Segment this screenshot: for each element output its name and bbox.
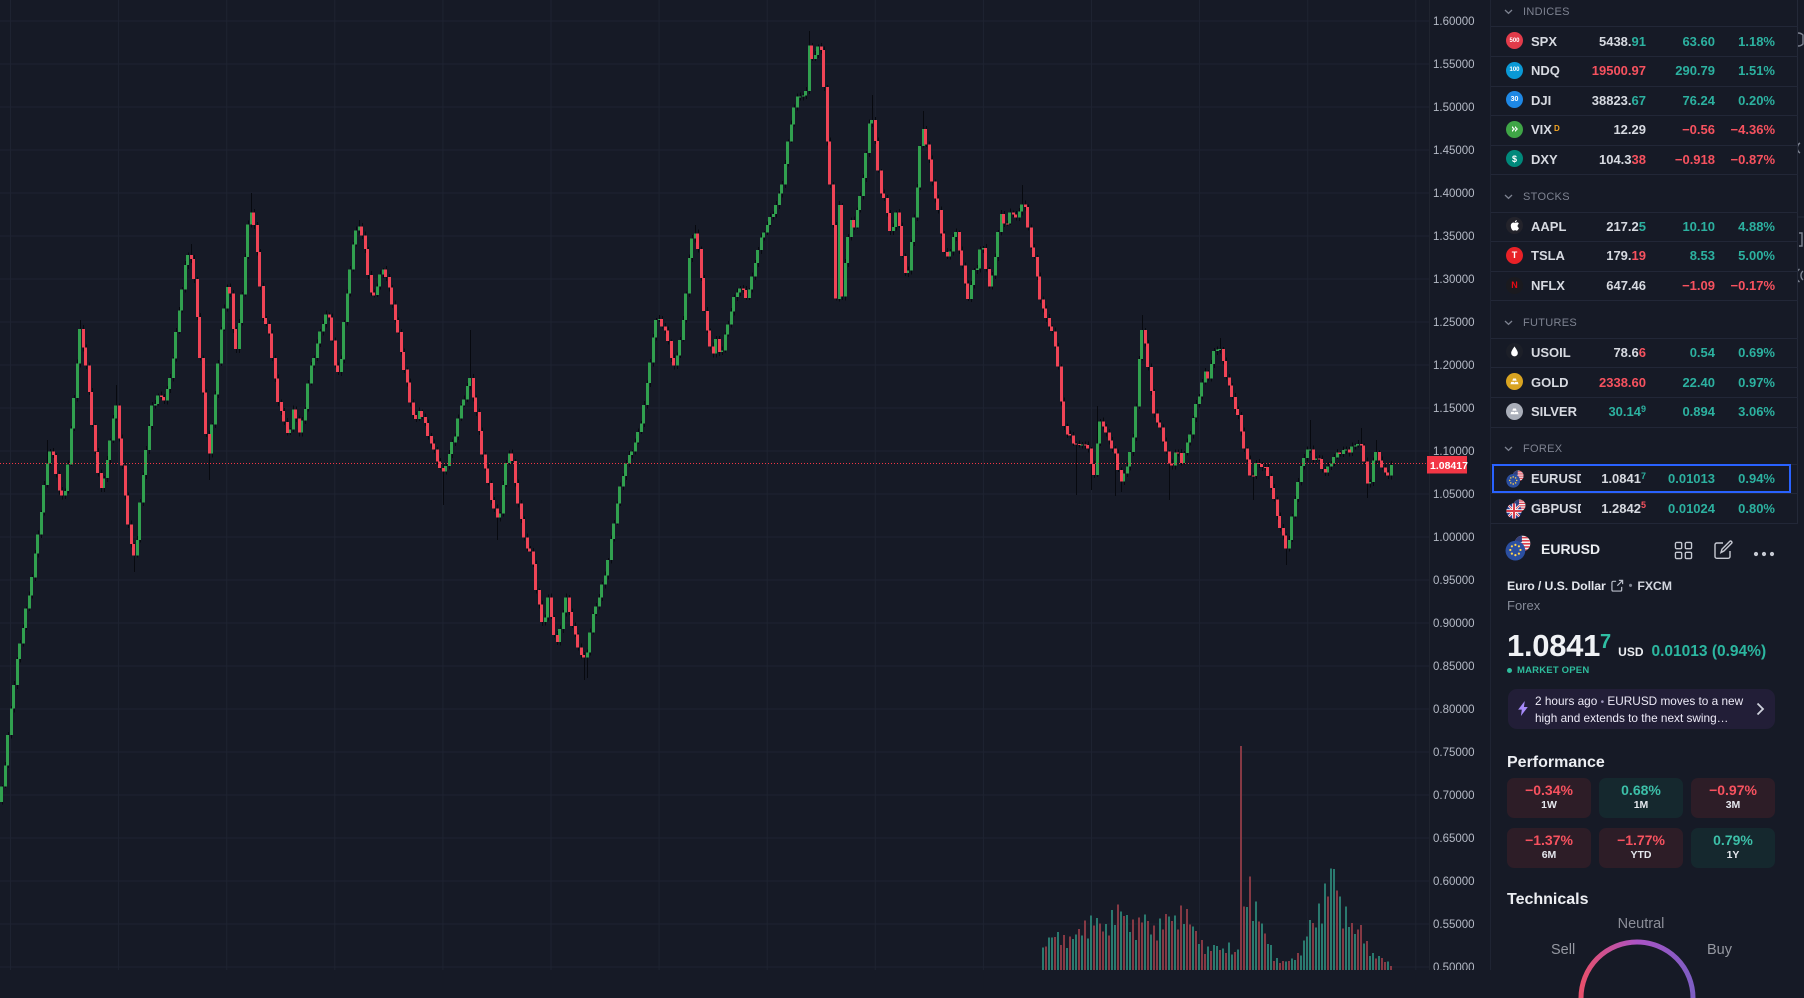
svg-text:1.20000: 1.20000 [1433,360,1475,372]
svg-text:0.60000: 0.60000 [1433,876,1475,888]
svg-text:1.30000: 1.30000 [1433,274,1475,286]
svg-text:0.85000: 0.85000 [1433,661,1475,673]
svg-text:0.95000: 0.95000 [1433,575,1475,587]
svg-text:1.35000: 1.35000 [1433,231,1475,243]
svg-text:1.05000: 1.05000 [1433,489,1475,501]
svg-text:0.75000: 0.75000 [1433,747,1475,759]
svg-text:1.45000: 1.45000 [1433,145,1475,157]
svg-text:1.15000: 1.15000 [1433,403,1475,415]
svg-text:0.70000: 0.70000 [1433,790,1475,802]
svg-text:1.25000: 1.25000 [1433,317,1475,329]
svg-text:1.40000: 1.40000 [1433,188,1475,200]
svg-text:1.00000: 1.00000 [1433,532,1475,544]
svg-text:0.90000: 0.90000 [1433,618,1475,630]
svg-text:0.55000: 0.55000 [1433,919,1475,931]
svg-text:1.10000: 1.10000 [1433,446,1475,458]
svg-text:0.65000: 0.65000 [1433,833,1475,845]
svg-text:0.80000: 0.80000 [1433,704,1475,716]
svg-text:0.50000: 0.50000 [1433,962,1475,970]
svg-text:1.55000: 1.55000 [1433,59,1475,71]
svg-text:1.50000: 1.50000 [1433,102,1475,114]
svg-text:1.60000: 1.60000 [1433,16,1475,28]
svg-text:1.08417: 1.08417 [1430,460,1468,472]
